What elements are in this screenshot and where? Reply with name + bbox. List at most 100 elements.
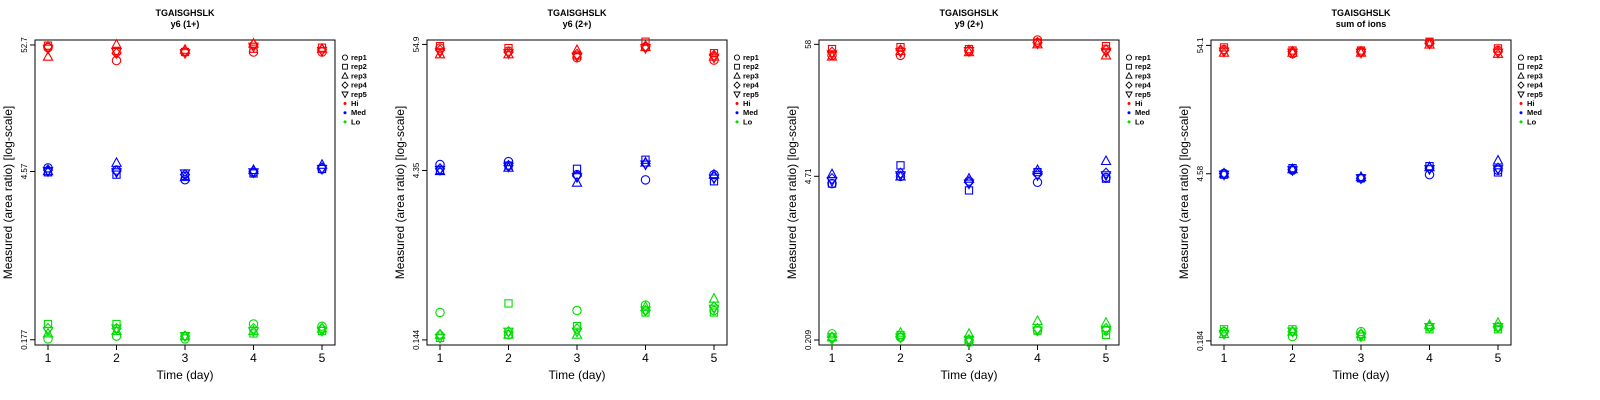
data-point-med-rep1 [435,159,445,170]
legend-label: Med [1527,108,1542,117]
data-point-hi-rep2 [1219,43,1229,52]
legend-label: rep4 [351,81,368,90]
data-point-med-rep2 [572,164,582,173]
data-point-lo-rep1 [435,307,445,318]
legend-marker [341,71,349,79]
legend-label: Lo [1527,117,1537,126]
data-point-med-rep3 [1492,154,1504,165]
legend-marker [1518,63,1524,70]
legend-marker [1519,111,1523,115]
data-point-hi-rep3 [1100,49,1112,60]
data-point-lo-rep2 [709,308,719,317]
legend-label: rep4 [743,81,760,90]
data-point-hi-rep2 [896,42,905,52]
data-point-med-rep3 [110,156,123,167]
legend-item-rep3: rep3 [1125,71,1151,80]
data-point-lo-rep2 [1101,330,1111,340]
legend-item-hi: Hi [1519,99,1535,108]
data-point-lo-rep3 [708,292,720,303]
legend-marker [343,111,347,115]
data-point-hi-rep1 [435,43,445,53]
y-tick-label: 4.58 [1196,165,1205,181]
plot-frame [818,39,1120,346]
data-point-med-rep1 [1032,177,1043,188]
legend-item-lo: Lo [1519,117,1537,126]
data-point-lo-rep4 [42,322,54,335]
x-tick-label: 1 [45,351,52,365]
data-point-hi-rep5 [502,49,515,60]
legend-item-rep2: rep2 [1126,62,1151,71]
data-point-med-rep4 [963,176,975,189]
data-point-lo-rep5 [826,335,838,346]
legend-item-rep2: rep2 [1518,62,1543,71]
legend-marker [1517,81,1525,89]
legend-item-rep1: rep1 [1125,53,1151,62]
data-point-lo-rep5 [1100,326,1112,337]
chart-subtitle: sum of ions [1336,19,1387,29]
data-point-hi-rep2 [641,37,650,46]
data-point-lo-rep5 [571,327,583,338]
legend-label: rep5 [743,90,759,99]
data-point-lo-rep3 [639,300,652,311]
y-tick-label: 4.71 [804,168,813,184]
data-point-med-rep5 [1031,171,1044,182]
data-point-lo-rep3 [963,327,975,338]
x-tick-label: 4 [250,351,257,365]
x-tick-label: 5 [319,351,326,365]
chart-subtitle: y9 (2+) [955,19,984,29]
data-point-lo-rep5 [1286,327,1299,338]
x-tick-label: 4 [1426,351,1433,365]
legend-marker [341,54,349,61]
data-point-hi-rep1 [248,47,259,57]
legend-label: rep3 [1527,71,1543,80]
data-point-lo-rep4 [1355,328,1367,340]
y-tick-label: 52.7 [20,37,29,53]
legend-item-rep3: rep3 [733,71,759,80]
legend-marker [734,63,740,70]
legend-marker [1127,102,1131,105]
data-point-lo-rep1 [111,331,122,341]
x-tick-label: 2 [1289,351,1296,365]
data-point-hi-rep5 [1218,47,1230,58]
data-point-lo-rep5 [894,333,907,344]
legend-label: rep1 [1527,53,1543,62]
x-axis-label: Time (day) [157,368,214,382]
legend-item-med: Med [1519,108,1542,117]
chart-title: TGAISGHSLK [155,8,215,18]
legend-item-rep4: rep4 [1125,81,1152,90]
data-point-lo-rep2 [112,319,121,329]
legend-label: rep1 [351,53,367,62]
data-point-hi-rep5 [247,42,260,53]
legend-marker [341,81,349,89]
y-tick-label: 54.9 [412,36,421,52]
plot-frame [34,39,336,346]
legend-item-rep4: rep4 [341,81,368,90]
data-point-hi-rep3 [42,50,54,61]
x-tick-label: 5 [1495,351,1502,365]
y-tick-label: 0.209 [804,329,813,350]
data-point-hi-rep5 [571,52,583,63]
x-tick-label: 2 [113,351,120,365]
x-axis-label: Time (day) [941,368,998,382]
data-point-lo-rep1 [43,334,53,344]
legend-label: rep2 [743,62,759,71]
legend-item-rep1: rep1 [1517,53,1543,62]
x-axis-label: Time (day) [1333,368,1390,382]
legend-item-lo: Lo [735,117,753,126]
legend-label: Hi [351,99,359,108]
data-point-hi-rep5 [316,46,328,58]
data-point-hi-rep5 [1286,48,1299,59]
legend-item-rep5: rep5 [341,90,367,99]
legend-marker [733,54,741,61]
data-point-med-rep2 [1493,168,1503,177]
data-point-hi-rep5 [1100,48,1112,59]
legend-label: Med [1135,108,1150,117]
legend-marker [343,102,347,105]
x-tick-label: 2 [897,351,904,365]
legend-item-rep1: rep1 [733,53,759,62]
data-point-med-rep3 [1218,167,1230,178]
legend-label: Hi [743,99,751,108]
x-tick-label: 5 [1103,351,1110,365]
data-point-lo-rep3 [179,329,191,341]
